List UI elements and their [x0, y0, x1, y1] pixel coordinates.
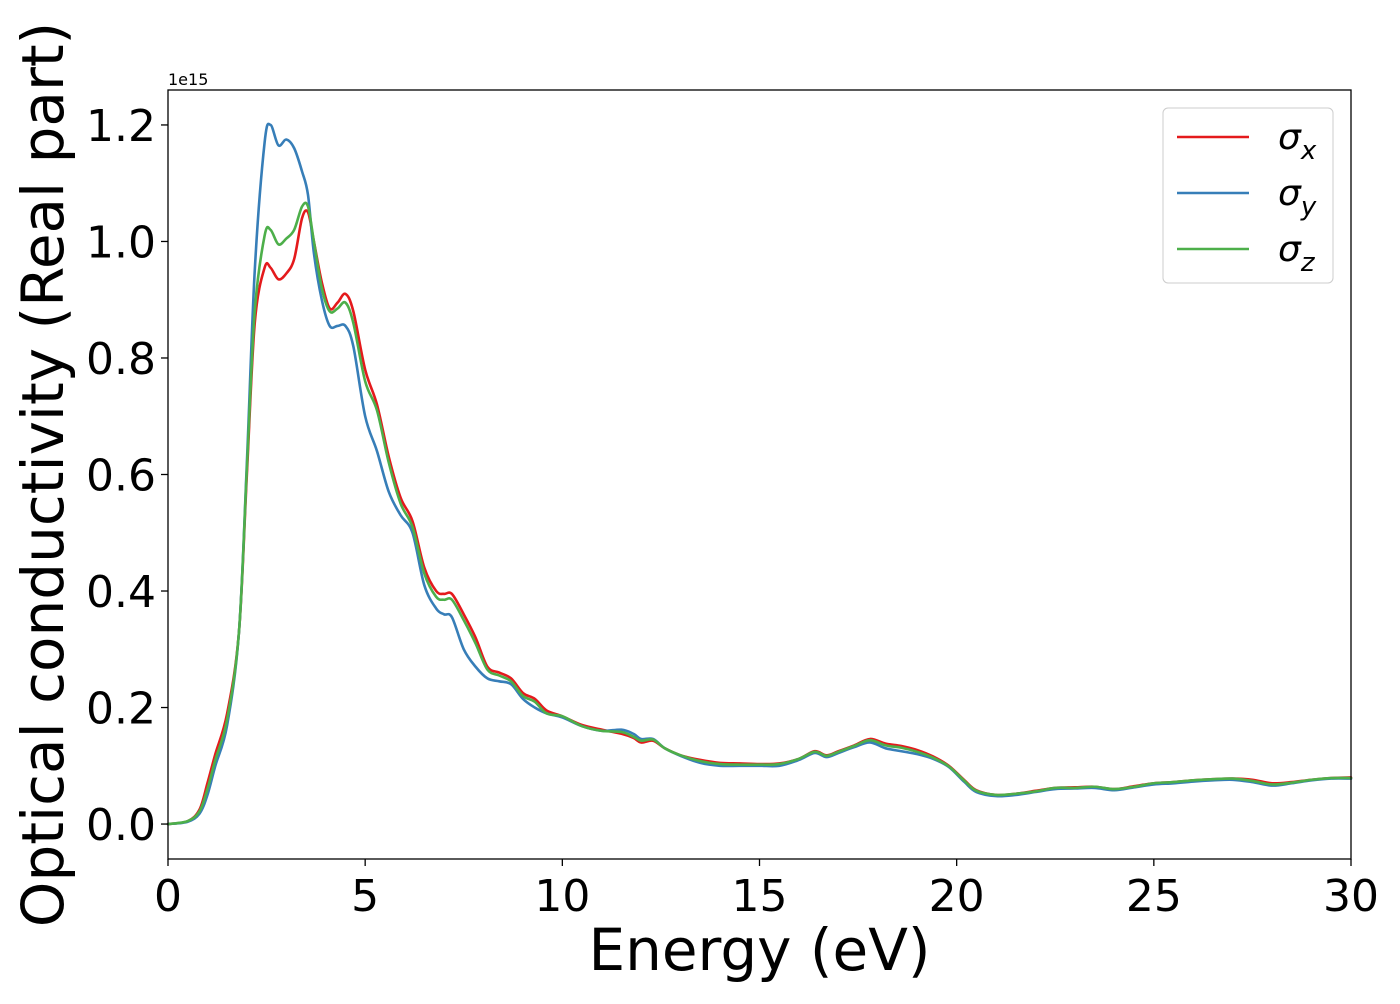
- x-tick-label: 5: [351, 871, 379, 922]
- x-tick-label: 15: [732, 871, 788, 922]
- x-tick-label: 30: [1323, 871, 1379, 922]
- series-layer: [166, 122, 1353, 826]
- y-tick-label: 1.2: [86, 101, 156, 152]
- y-tick-label: 1.0: [86, 217, 156, 268]
- y-offset-text: 1e15: [168, 70, 208, 89]
- legend: σx σy σz: [1162, 107, 1334, 284]
- x-tick-label: 10: [534, 871, 590, 922]
- y-axis-label: Optical conductivity (Real part): [9, 22, 77, 927]
- legend-label-z: σz: [1278, 229, 1316, 278]
- x-ticks: 0 5 10 15 20 25 30: [154, 859, 1379, 922]
- x-tick-label: 25: [1126, 871, 1182, 922]
- x-tick-label: 0: [154, 871, 182, 922]
- legend-box: [1162, 107, 1334, 284]
- y-tick-label: 0.8: [86, 334, 156, 385]
- y-ticks: 0.0 0.2 0.4 0.6 0.8 1.0 1.2: [86, 101, 168, 851]
- y-tick-label: 0.4: [86, 567, 156, 618]
- legend-label-x: σx: [1278, 117, 1317, 166]
- y-tick-label: 0.2: [86, 684, 156, 735]
- series-line-z: [166, 201, 1353, 826]
- x-axis-label: Energy (eV): [588, 916, 930, 984]
- legend-label-y: σy: [1278, 173, 1317, 222]
- legend-items: σx σy σz: [1177, 117, 1317, 278]
- y-tick-label: 0.0: [86, 800, 156, 851]
- x-tick-label: 20: [929, 871, 985, 922]
- y-tick-label: 0.6: [86, 451, 156, 502]
